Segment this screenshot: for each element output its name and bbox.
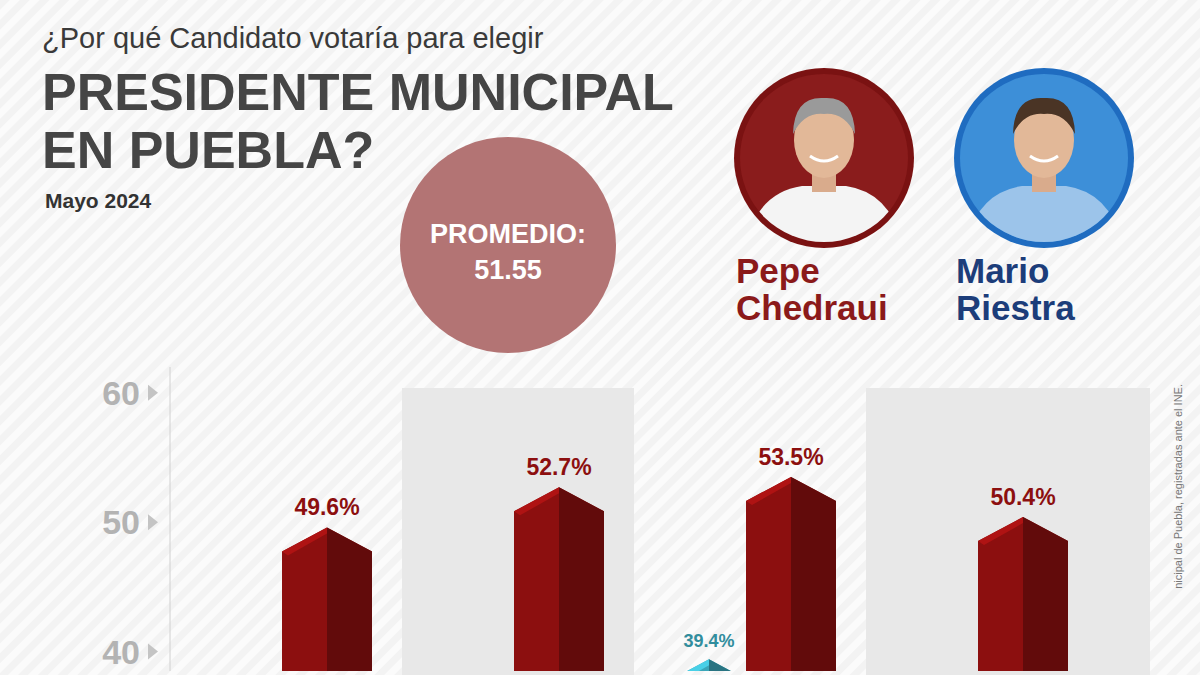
legend-label-line: Pepe	[736, 251, 820, 290]
data-label: 53.5%	[758, 444, 823, 470]
legend-item: MarioRiestra	[954, 68, 1134, 327]
portrait	[734, 68, 914, 253]
background-stripes	[0, 0, 1200, 675]
y-axis-line	[170, 367, 171, 671]
data-label: 49.6%	[294, 494, 359, 520]
bars	[282, 477, 1068, 671]
legend-label-line: Chedraui	[736, 288, 888, 327]
bar-highlight	[978, 517, 1023, 545]
bar-highlight	[282, 527, 327, 555]
y-tick	[148, 514, 158, 530]
portrait-smile	[1030, 156, 1058, 161]
bar	[978, 517, 1068, 671]
bar-shade	[1023, 517, 1068, 671]
bar-shade	[327, 527, 372, 671]
legend-label: MarioRiestra	[956, 251, 1075, 327]
bar-shade	[559, 487, 604, 671]
legend-label-line: Mario	[956, 251, 1049, 290]
source: nicipal de Puebla, registradas ante el I…	[1172, 384, 1184, 589]
y-tick	[148, 644, 158, 660]
bar	[282, 527, 372, 671]
bar-shade	[709, 659, 754, 671]
portrait-hair	[793, 98, 855, 134]
portrait-shirt	[744, 186, 904, 253]
data-label: 50.4%	[990, 484, 1055, 510]
pretitle: ¿Por qué Candidato votaría para elegir	[42, 22, 544, 54]
average-badge	[400, 137, 616, 353]
data-label: 39.4%	[683, 631, 734, 651]
background	[0, 0, 1200, 675]
portrait-smile	[810, 156, 838, 161]
bar-highlight	[514, 487, 559, 515]
group-band	[866, 388, 1150, 675]
legend-label-line: Riestra	[956, 288, 1075, 327]
group-band	[402, 388, 634, 675]
bar-highlight	[746, 477, 791, 505]
y-tick-label: 50	[102, 503, 140, 541]
portrait-hair	[1013, 98, 1075, 134]
chart: ¿Por qué Candidato votaría para elegir PR…	[0, 0, 1200, 675]
legend-label: PepeChedraui	[736, 251, 888, 327]
y-tick-label: 60	[102, 374, 140, 412]
portrait-shirt	[964, 186, 1124, 253]
y-tick	[148, 385, 158, 401]
bar-shade	[791, 477, 836, 671]
bar-highlight	[664, 659, 709, 671]
legend-item: PepeChedraui	[734, 68, 914, 327]
data-label: 52.7%	[526, 454, 591, 480]
title-line: EN PUEBLA?	[42, 121, 374, 179]
bar	[746, 477, 836, 671]
average-label: PROMEDIO:	[430, 219, 586, 249]
title-line: PRESIDENTE MUNICIPAL	[42, 63, 674, 121]
average-value: 51.55	[474, 255, 542, 285]
portrait	[954, 68, 1134, 253]
data-labels: 49.6% 52.7% 53.5% 50.4% 39.4%	[294, 444, 1055, 651]
title: PRESIDENTE MUNICIPALEN PUEBLA?	[42, 63, 674, 179]
y-tick-label: 40	[102, 633, 140, 671]
bar	[514, 487, 604, 671]
subtitle: Mayo 2024	[45, 189, 152, 212]
